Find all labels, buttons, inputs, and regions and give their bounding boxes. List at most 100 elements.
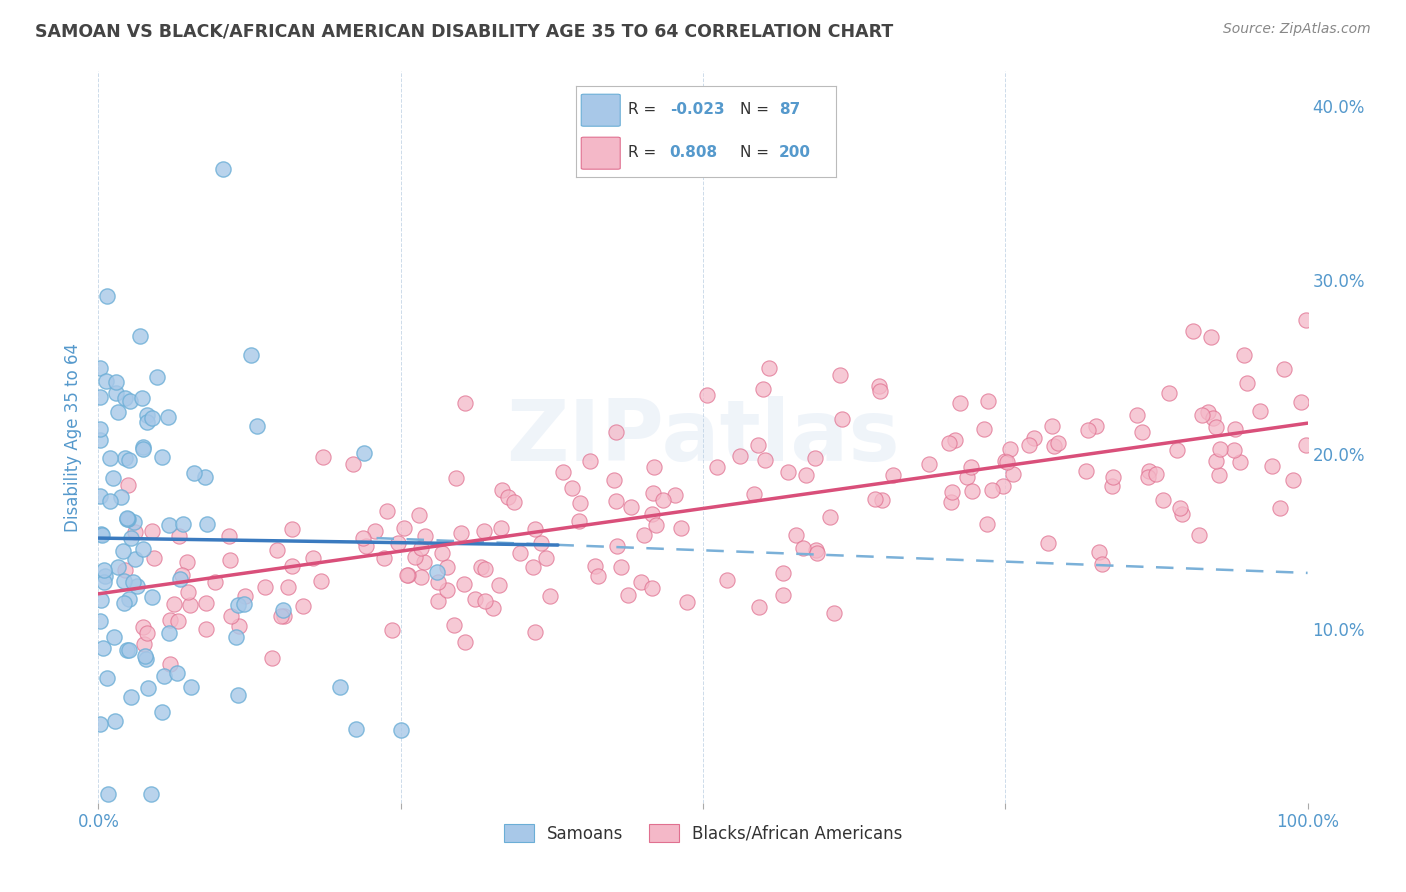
Point xyxy=(561,481,583,495)
Point xyxy=(375,504,398,518)
Point xyxy=(730,449,752,463)
Point xyxy=(395,567,418,582)
Point xyxy=(195,596,218,610)
Point xyxy=(804,451,827,466)
Point xyxy=(522,559,544,574)
Point xyxy=(1223,443,1246,458)
Point xyxy=(568,496,591,510)
Point xyxy=(277,580,299,594)
Point xyxy=(212,162,235,177)
Point xyxy=(509,546,531,560)
Point xyxy=(1249,404,1271,418)
Point xyxy=(489,521,512,535)
Point xyxy=(1101,478,1123,492)
Point xyxy=(1144,467,1167,481)
Point xyxy=(959,460,981,475)
Point xyxy=(180,680,202,694)
Point xyxy=(579,453,602,467)
Point xyxy=(104,376,127,390)
Point xyxy=(1130,425,1153,439)
Point xyxy=(956,469,979,483)
Point xyxy=(943,433,966,447)
Point xyxy=(630,575,652,590)
Point xyxy=(157,625,180,640)
Point xyxy=(228,618,250,632)
Point xyxy=(157,518,180,533)
Point xyxy=(172,517,194,532)
Point xyxy=(610,560,633,574)
Point xyxy=(605,425,627,439)
Point xyxy=(225,631,247,645)
Point xyxy=(150,705,173,719)
Point xyxy=(828,368,851,382)
Point xyxy=(104,714,127,728)
Point xyxy=(260,650,283,665)
Point xyxy=(1209,442,1232,457)
Point xyxy=(1182,324,1205,338)
Point xyxy=(356,539,378,553)
Point xyxy=(118,592,141,607)
Point xyxy=(411,570,433,584)
Point xyxy=(706,460,728,475)
Point xyxy=(1046,435,1069,450)
Point xyxy=(228,689,250,703)
Point xyxy=(474,562,496,576)
Point xyxy=(568,515,591,529)
Point xyxy=(219,608,242,623)
Point xyxy=(177,585,200,599)
Point xyxy=(454,396,477,410)
Point xyxy=(157,410,180,425)
Point xyxy=(193,470,215,484)
Point xyxy=(1137,465,1160,479)
Point xyxy=(671,521,693,535)
Point xyxy=(1202,411,1225,425)
Point xyxy=(1088,545,1111,559)
Point xyxy=(114,574,136,588)
Point xyxy=(353,446,375,460)
Point xyxy=(1199,330,1222,344)
Point xyxy=(271,603,294,617)
Point xyxy=(204,574,226,589)
Point xyxy=(107,405,129,419)
Point xyxy=(141,410,163,425)
Point xyxy=(183,466,205,480)
Point xyxy=(1102,470,1125,484)
Point xyxy=(1084,419,1107,434)
Point xyxy=(166,666,188,681)
Point xyxy=(273,608,295,623)
Point xyxy=(170,568,193,582)
Point xyxy=(122,515,145,529)
Point xyxy=(804,542,827,557)
Point xyxy=(938,435,960,450)
Point xyxy=(995,455,1018,469)
Point xyxy=(792,541,814,555)
Point xyxy=(89,391,111,405)
Point xyxy=(436,559,458,574)
Point xyxy=(553,465,575,479)
Point xyxy=(605,494,627,508)
Point xyxy=(524,522,547,536)
Point xyxy=(752,382,775,396)
Point xyxy=(136,681,159,695)
Point xyxy=(89,422,111,436)
Point xyxy=(1022,431,1045,445)
Point xyxy=(1233,348,1256,362)
Point xyxy=(1295,437,1317,451)
Point xyxy=(870,493,893,508)
Point xyxy=(1191,408,1213,422)
Point xyxy=(97,787,120,801)
Point xyxy=(132,442,155,457)
Point xyxy=(1268,500,1291,515)
Point xyxy=(991,478,1014,492)
Point xyxy=(135,652,157,666)
Point xyxy=(776,465,799,479)
Point xyxy=(389,723,412,737)
Point xyxy=(1040,418,1063,433)
Point xyxy=(124,524,146,539)
Point xyxy=(266,542,288,557)
Point xyxy=(426,594,449,608)
Point xyxy=(772,588,794,602)
Point xyxy=(90,592,112,607)
Point xyxy=(583,559,606,574)
Y-axis label: Disability Age 35 to 64: Disability Age 35 to 64 xyxy=(63,343,82,532)
